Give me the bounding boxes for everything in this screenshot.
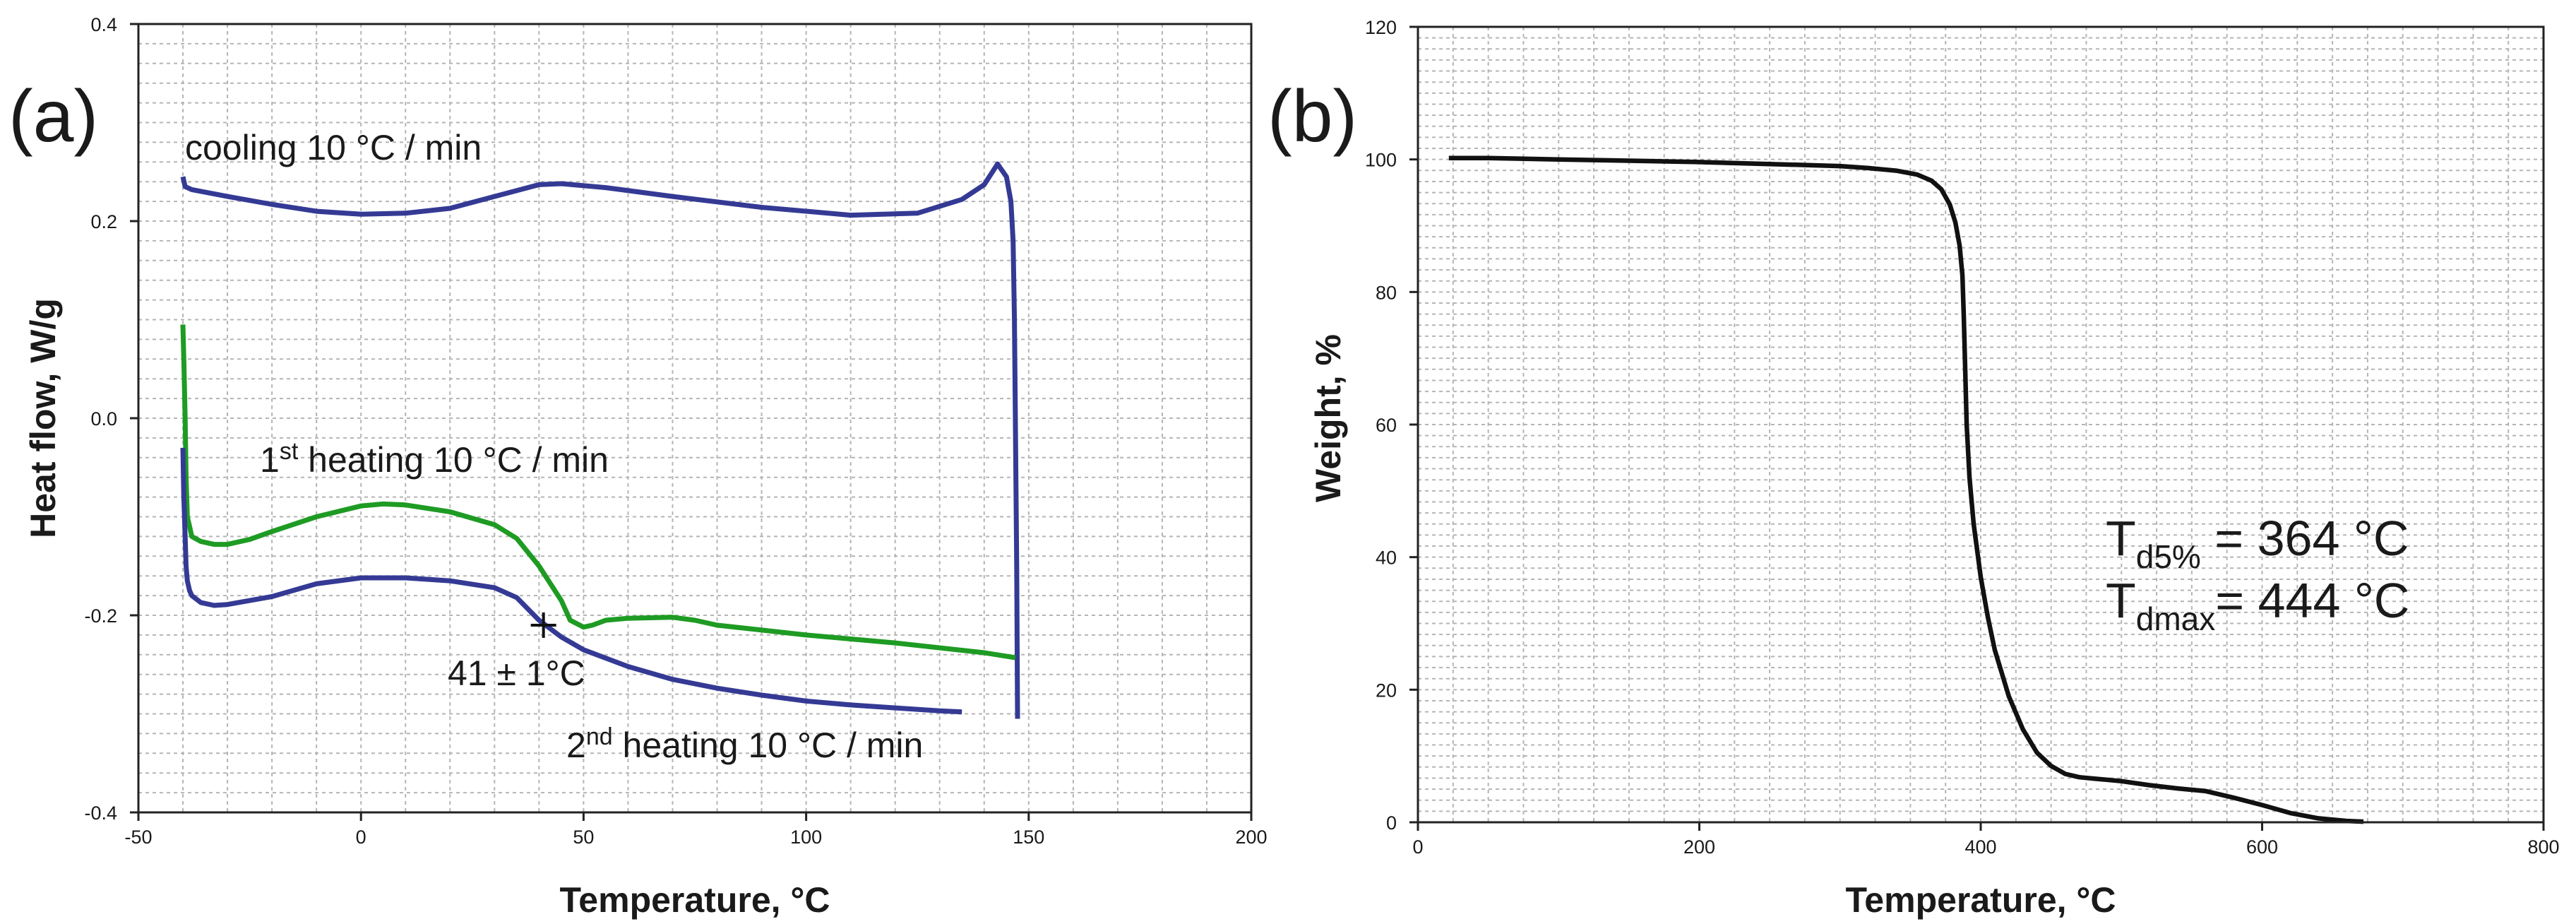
annotation-td5: Td5% = 364 °C	[2106, 511, 2409, 575]
panel-b-y-tick-label: 100	[1365, 150, 1397, 171]
panel-a-x-tick-label: 100	[790, 827, 822, 848]
annotation-cooling: cooling 10 °C / min	[185, 128, 482, 167]
panel-b-ticks: 0 200 400 600 800 0 20 40 60 80 100 120	[1365, 17, 2560, 858]
panel-a-series-line-3	[180, 447, 962, 715]
panel-b-x-tick-label: 400	[1964, 836, 1996, 858]
panel-b-y-tick-label: 0	[1386, 812, 1397, 834]
panel-b-grid	[1418, 27, 2544, 822]
panel-b-y-axis-label: Weight, %	[1308, 334, 1348, 502]
annotation-tdmax: Tdmax= 444 °C	[2106, 573, 2409, 637]
panel-a-y-tick-label: 0.0	[90, 408, 117, 430]
annotation-second-heating: 2nd heating 10 °C / min	[566, 723, 923, 765]
panel-b-series	[1448, 155, 2364, 824]
panel-b-plot-frame	[1417, 25, 2545, 824]
panel-a-x-tick-label: -50	[124, 827, 152, 848]
panel-b-y-tick-label: 20	[1376, 680, 1397, 701]
panel-b-x-tick-label: 0	[1412, 836, 1423, 858]
panel-a-x-axis-label: Temperature, °C	[559, 880, 830, 920]
panel-a-ticks: -50 0 50 100 150 200 -0.4 -0.2 0.0 0.2 0.4	[84, 14, 1267, 848]
panel-a-x-tick-label: 0	[356, 827, 366, 848]
panel-b-y-tick-label: 60	[1376, 415, 1397, 436]
panel-a-series	[180, 161, 1020, 719]
panel-a-y-tick-label: -0.4	[84, 802, 117, 824]
panel-a-label: (a)	[8, 76, 98, 158]
panel-a-x-tick-label: 200	[1235, 827, 1267, 848]
panel-b-x-tick-label: 600	[2246, 836, 2278, 858]
panel-b-x-tick-label: 200	[1683, 836, 1715, 858]
panel-a-x-tick-label: 150	[1013, 827, 1044, 848]
panel-a-heat-flow-chart: (a) -50 0 50 100 150 200 -0.4 -0.2 0.0 0.2 0.4 Tem…	[8, 14, 1268, 920]
tg-marker-cross	[530, 612, 556, 638]
panel-a-y-tick-label: -0.2	[84, 605, 117, 627]
panel-b-y-tick-label: 40	[1376, 547, 1397, 569]
panel-b-y-tick-label: 120	[1365, 17, 1397, 38]
annotation-tg-value: 41 ± 1°C	[448, 653, 585, 693]
panel-b-weight-chart: (b) 0 200 400 600 800 0 20 40 60 80 100 120 Tempera…	[1268, 17, 2560, 920]
panel-a-y-tick-label: 0.4	[90, 14, 117, 35]
annotation-first-heating: 1st heating 10 °C / min	[260, 438, 609, 480]
panel-b-series-line-1	[1448, 155, 2364, 824]
panel-a-plot-frame	[137, 23, 1253, 814]
panel-b-x-axis-label: Temperature, °C	[1845, 880, 2116, 920]
panel-a-series-line-1	[180, 161, 1020, 719]
panel-b-label: (b)	[1268, 76, 1357, 158]
panel-b-x-tick-label: 800	[2527, 836, 2559, 858]
panel-a-grid	[138, 24, 1251, 812]
panel-a-y-axis-label: Heat flow, W/g	[23, 298, 63, 538]
panel-b-y-tick-label: 80	[1376, 282, 1397, 303]
panel-a-x-tick-label: 50	[573, 827, 594, 848]
panel-a-series-line-2	[180, 324, 1016, 661]
panel-a-y-tick-label: 0.2	[90, 211, 117, 232]
